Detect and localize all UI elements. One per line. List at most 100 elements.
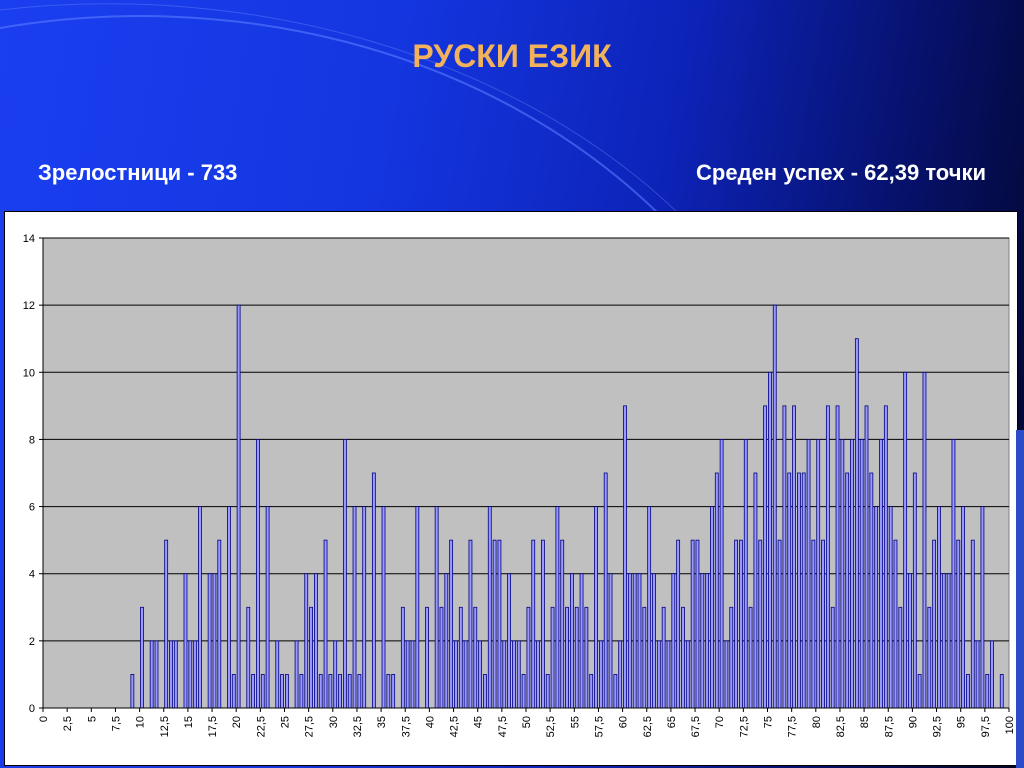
bar bbox=[598, 640, 603, 709]
y-tick-label: 14 bbox=[23, 233, 35, 245]
bar bbox=[603, 472, 608, 709]
bar bbox=[193, 640, 198, 709]
bar bbox=[328, 674, 333, 709]
x-tick-label: 5 bbox=[86, 716, 98, 722]
bar bbox=[294, 640, 299, 709]
bar bbox=[966, 674, 970, 709]
bar bbox=[304, 573, 309, 709]
bar bbox=[555, 506, 560, 709]
bar bbox=[676, 539, 681, 709]
x-tick-label: 72,5 bbox=[738, 716, 750, 737]
bar bbox=[825, 405, 830, 709]
bar bbox=[309, 606, 313, 709]
side-decoration bbox=[1016, 430, 1024, 768]
y-tick-label: 10 bbox=[23, 367, 35, 379]
bar bbox=[357, 674, 362, 709]
bar bbox=[550, 606, 555, 709]
bar bbox=[236, 304, 241, 709]
y-tick-label: 2 bbox=[29, 636, 35, 648]
bar bbox=[874, 506, 879, 709]
bar bbox=[541, 539, 545, 709]
bar bbox=[444, 573, 449, 709]
x-tick-label: 50 bbox=[521, 716, 533, 728]
bar bbox=[502, 640, 507, 709]
bar bbox=[821, 539, 825, 709]
bar bbox=[454, 640, 458, 709]
x-tick-label: 27,5 bbox=[304, 716, 316, 737]
bar bbox=[536, 640, 540, 709]
x-tick-label: 35 bbox=[376, 716, 388, 728]
bar bbox=[507, 573, 511, 709]
bar bbox=[937, 506, 941, 709]
average-score: Среден успех - 62,39 точки bbox=[696, 160, 986, 185]
bar bbox=[371, 472, 376, 709]
bar bbox=[198, 506, 202, 709]
bar bbox=[285, 674, 289, 709]
bar bbox=[613, 674, 618, 709]
bar bbox=[792, 405, 796, 709]
bar bbox=[710, 506, 714, 709]
x-tick-label: 47,5 bbox=[497, 716, 509, 737]
bar bbox=[338, 674, 342, 709]
bar bbox=[801, 472, 806, 709]
x-tick-label: 92,5 bbox=[932, 716, 944, 737]
bar bbox=[231, 674, 236, 709]
bar bbox=[342, 439, 347, 709]
x-tick-label: 97,5 bbox=[980, 716, 992, 737]
x-tick-label: 7,5 bbox=[110, 716, 122, 731]
bar bbox=[487, 506, 492, 709]
bar bbox=[492, 539, 497, 709]
bar bbox=[246, 606, 251, 709]
x-tick-label: 67,5 bbox=[690, 716, 702, 737]
bar bbox=[787, 472, 792, 709]
x-tick-label: 15 bbox=[183, 716, 195, 728]
bar bbox=[642, 606, 647, 709]
bar bbox=[434, 506, 439, 709]
bar bbox=[956, 539, 961, 709]
bar bbox=[632, 573, 637, 709]
bar bbox=[512, 640, 516, 709]
bar bbox=[719, 439, 724, 709]
bar bbox=[531, 539, 536, 709]
bar bbox=[782, 405, 787, 709]
bar bbox=[516, 640, 521, 709]
bar bbox=[854, 338, 859, 709]
bar bbox=[671, 573, 676, 709]
x-tick-label: 65 bbox=[666, 716, 678, 728]
bar bbox=[323, 539, 328, 709]
x-tick-label: 32,5 bbox=[352, 716, 364, 737]
bar bbox=[410, 640, 415, 709]
x-tick-label: 30 bbox=[328, 716, 340, 728]
bar bbox=[560, 539, 565, 709]
bar bbox=[280, 674, 284, 709]
bar bbox=[415, 506, 420, 709]
bar bbox=[806, 439, 811, 709]
y-tick-label: 6 bbox=[29, 502, 35, 514]
bar bbox=[681, 606, 685, 709]
x-tick-label: 100 bbox=[1004, 716, 1016, 734]
bar bbox=[739, 539, 743, 709]
plot-area bbox=[42, 237, 1010, 709]
x-tick-label: 57,5 bbox=[593, 716, 605, 737]
page-title: РУСКИ ЕЗИК bbox=[412, 38, 612, 74]
bar bbox=[589, 674, 594, 709]
bar bbox=[695, 539, 700, 709]
bar bbox=[705, 573, 710, 709]
bar bbox=[299, 674, 304, 709]
bar bbox=[835, 405, 840, 709]
bar bbox=[217, 539, 222, 709]
bar bbox=[768, 371, 772, 709]
bar bbox=[584, 606, 589, 709]
y-tick-label: 12 bbox=[23, 300, 35, 312]
bar bbox=[714, 472, 719, 709]
bar bbox=[999, 674, 1004, 709]
x-tick-label: 0 bbox=[38, 716, 50, 722]
bar bbox=[623, 405, 627, 709]
bar bbox=[990, 640, 994, 709]
bar bbox=[980, 506, 985, 709]
bar bbox=[188, 640, 193, 709]
bar bbox=[545, 674, 550, 709]
bar bbox=[912, 472, 917, 709]
bar bbox=[758, 539, 763, 709]
